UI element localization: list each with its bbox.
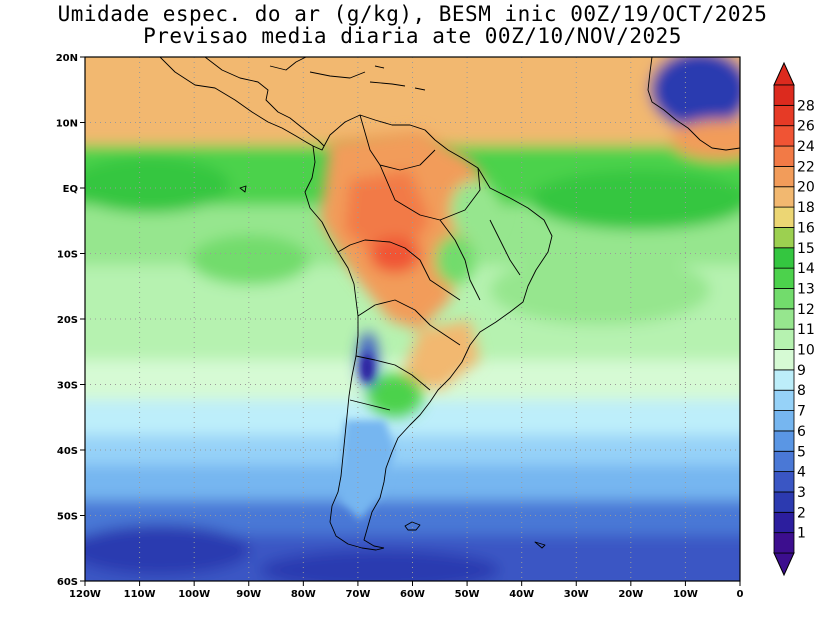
- colorbar-level-label: 28: [797, 98, 815, 114]
- graticule: [85, 57, 740, 581]
- y-tick-label: 10N: [56, 119, 78, 130]
- colorbar-swatch: [773, 206, 795, 228]
- x-tick-label: 120W: [69, 589, 101, 600]
- colorbar-level-label: 20: [797, 180, 815, 196]
- chart-title-line-1: Umidade espec. do ar (g/kg), BESM inic 0…: [57, 2, 768, 26]
- y-tick-label: 30S: [57, 381, 78, 392]
- colorbar-swatch: [773, 450, 795, 473]
- colorbar-level-label: 10: [797, 343, 815, 359]
- colorbar-over-arrow: [773, 61, 795, 86]
- colorbar-swatch: [773, 328, 795, 350]
- colorbar-under-arrow: [773, 552, 795, 577]
- colorbar-swatch: [773, 349, 795, 371]
- colorbar-level-label: 22: [797, 159, 815, 175]
- colorbar-level-label: 3: [797, 485, 806, 501]
- colorbar-level-label: 12: [797, 302, 815, 318]
- colorbar-level-label: 24: [797, 139, 815, 155]
- humidity-field: [85, 57, 740, 581]
- x-tick-label: 30W: [564, 589, 589, 600]
- chart-title-line-2: Previsao media diaria ate 00Z/10/NOV/202…: [143, 24, 682, 48]
- colorbar-swatch: [773, 430, 795, 452]
- colorbar-swatch: [773, 247, 795, 269]
- colorbar-level-label: 26: [797, 119, 815, 135]
- colorbar-swatch: [773, 267, 795, 289]
- y-tick-label: 40S: [57, 446, 78, 457]
- x-tick-label: 60W: [400, 589, 425, 600]
- colorbar-level-label: 5: [797, 444, 806, 460]
- colorbar-level-label: 14: [797, 261, 815, 277]
- y-tick-label: 50S: [57, 512, 78, 523]
- colorbar-level-label: 16: [797, 220, 815, 236]
- y-tick-label: 10S: [57, 250, 78, 261]
- x-tick-label: 100W: [178, 589, 210, 600]
- x-tick-label: 20W: [618, 589, 643, 600]
- x-tick-label: 40W: [509, 589, 534, 600]
- colorbar-level-label: 15: [797, 241, 815, 257]
- colorbar-swatch: [773, 369, 795, 391]
- colorbar-level-label: 4: [797, 465, 806, 481]
- colorbar-swatch: [773, 288, 795, 310]
- colorbar-swatch: [773, 389, 795, 411]
- colorbar-level-label: 11: [797, 322, 815, 338]
- y-tick-label: EQ: [63, 184, 78, 195]
- x-tick-label: 70W: [345, 589, 370, 600]
- x-tick-label: 50W: [455, 589, 480, 600]
- colorbar-swatch: [773, 308, 795, 330]
- colorbar-swatch: [773, 227, 795, 249]
- y-axis-ticks: 20N 10N EQ 10S 20S 30S 40S 50S 60S: [56, 53, 85, 588]
- colorbar-level-label: 1: [797, 526, 806, 542]
- y-tick-label: 60S: [57, 577, 78, 588]
- x-tick-label: 80W: [291, 589, 316, 600]
- colorbar-swatch: [773, 165, 795, 188]
- colorbar-swatch: [773, 511, 795, 534]
- colorbar-swatch: [773, 532, 795, 554]
- colorbar-swatch: [773, 410, 795, 432]
- colorbar-swatch: [773, 145, 795, 167]
- colorbar-swatch: [773, 471, 795, 493]
- y-tick-label: 20N: [56, 53, 78, 64]
- colorbar-level-label: 9: [797, 363, 806, 379]
- coastlines: [159, 57, 740, 551]
- colorbar-level-label: 2: [797, 505, 806, 521]
- colorbar-level-label: 7: [797, 404, 806, 420]
- colorbar-swatch: [773, 186, 795, 208]
- colorbar-swatch: [773, 104, 795, 127]
- colorbar-swatch: [773, 125, 795, 147]
- x-axis-ticks: 120W 110W 100W 90W 80W 70W 60W 50W 40W 30W 20W 10W 0: [69, 581, 744, 600]
- colorbar-level-label: 18: [797, 200, 815, 216]
- colorbar-swatch: [773, 84, 795, 106]
- y-tick-label: 20S: [57, 315, 78, 326]
- x-tick-label: 110W: [124, 589, 156, 600]
- colorbar-level-label: 8: [797, 383, 806, 399]
- x-tick-label: 0: [737, 589, 744, 600]
- colorbar-swatch: [773, 491, 795, 513]
- x-tick-label: 10W: [673, 589, 698, 600]
- colorbar-level-label: 6: [797, 424, 806, 440]
- colorbar-level-label: 13: [797, 281, 815, 297]
- x-tick-label: 90W: [236, 589, 261, 600]
